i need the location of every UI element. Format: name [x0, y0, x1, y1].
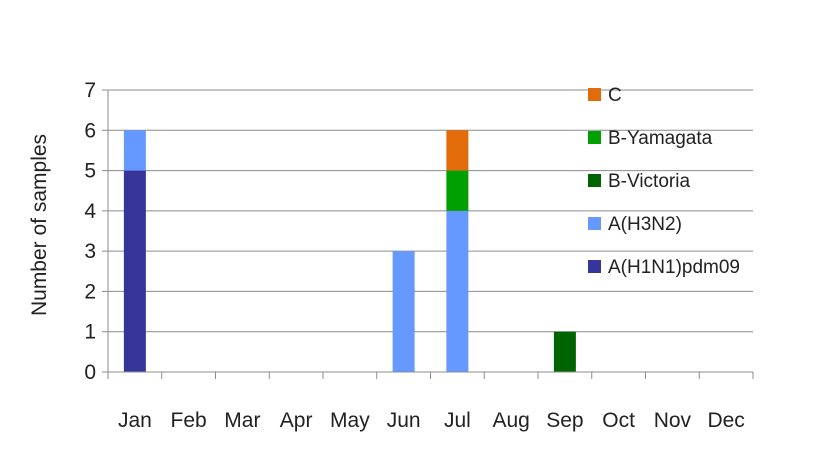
y-tick-label: 7	[84, 79, 96, 102]
gridlines	[108, 89, 753, 333]
bars	[123, 130, 576, 372]
x-tick-label: Jul	[444, 409, 471, 432]
y-axis-title: Number of samples	[28, 134, 51, 316]
x-tick-label: Mar	[224, 409, 260, 432]
legend-label: B-Yamagata	[608, 128, 713, 149]
x-tick-label: Feb	[171, 409, 207, 432]
bar-segment-jul-4	[446, 130, 469, 171]
legend-swatch	[588, 174, 601, 187]
legend-label: B-Victoria	[608, 171, 690, 192]
bar-segment-sep-2	[553, 331, 576, 372]
legend-swatch	[588, 131, 601, 144]
x-tick-label: Aug	[492, 409, 529, 432]
x-tick-label: Oct	[602, 409, 635, 432]
legend: C B-Yamagata B-Victoria A(H3N2) A(H1N1)pdm09	[588, 85, 740, 278]
bar-segment-jul-3	[446, 170, 469, 211]
y-tick-label: 2	[84, 280, 96, 303]
bar-segment-jun-1	[392, 251, 415, 372]
x-tick-label: May	[330, 409, 370, 432]
y-tick-label: 3	[84, 240, 96, 263]
x-tick-labels: Jan Feb Mar Apr May Jun Jul Aug Sep Oct Nov Dec	[118, 409, 745, 432]
bar-segment-jan-0	[123, 170, 146, 372]
legend-label: A(H3N2)	[608, 214, 682, 235]
bar-segment-jan-1	[123, 130, 146, 171]
x-tick-label: Jun	[387, 409, 421, 432]
legend-label: C	[608, 85, 622, 106]
y-tick-label: 4	[84, 200, 96, 223]
y-tick-label: 0	[84, 361, 96, 384]
x-tick-label: Jan	[118, 409, 152, 432]
legend-swatch	[588, 88, 601, 101]
y-tick-labels: 0 1 2 3 4 5 6 7	[84, 79, 96, 384]
y-tick-label: 6	[84, 119, 96, 142]
y-tick-label: 1	[84, 321, 96, 344]
legend-label: A(H1N1)pdm09	[608, 257, 740, 278]
x-tick-label: Apr	[280, 409, 313, 432]
axes	[102, 89, 754, 379]
y-tick-label: 5	[84, 160, 96, 183]
x-tick-label: Dec	[707, 409, 744, 432]
legend-swatch	[588, 260, 601, 273]
x-tick-label: Sep	[546, 409, 583, 432]
legend-swatch	[588, 217, 601, 230]
bar-segment-jul-1	[446, 210, 469, 372]
x-tick-label: Nov	[654, 409, 692, 432]
